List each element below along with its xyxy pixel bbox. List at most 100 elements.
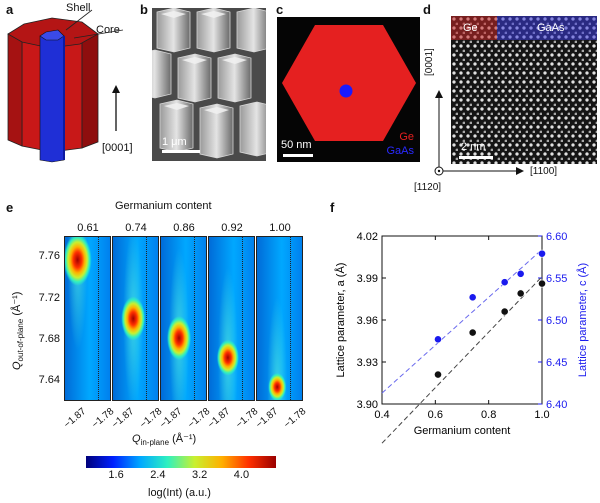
reference-line: [289, 237, 291, 400]
point-c: [468, 293, 477, 302]
rsm-xtick: −1.78: [233, 406, 261, 431]
content-label-0: 0.61: [77, 222, 99, 234]
rsm-xtick: −1.87: [158, 406, 185, 431]
reference-line: [193, 237, 195, 400]
axis-0001-label: [0001]: [424, 48, 435, 76]
reference-line: [241, 237, 243, 400]
rsm-xtick: −1.87: [206, 406, 233, 431]
rsm-content-labels: 0.61 0.74 0.86 0.92 1.00: [64, 222, 304, 236]
colorbar-ticks: 1.6 2.4 3.2 4.0: [86, 469, 276, 483]
fit-line-right: [381, 249, 543, 394]
panel-label-a: a: [6, 2, 14, 17]
x-tick-label: 0.4: [374, 409, 389, 421]
point-c: [516, 269, 525, 278]
y-tick-right-label: 6.50: [546, 315, 567, 327]
haadf-scale-bar: [459, 156, 493, 159]
colorbar-tick: 3.2: [192, 469, 208, 481]
content-label-2: 0.86: [173, 222, 195, 234]
direction-label: [0001]: [102, 142, 133, 154]
panel-label-b: b: [140, 2, 148, 17]
rsm-xlabel: Qin-plane (Å⁻¹): [132, 433, 197, 448]
panel-label-f: f: [330, 200, 335, 215]
point-c: [500, 278, 509, 287]
y-axis-left-label: Lattice parameter, a (Å): [334, 263, 347, 378]
y-tick-left-label: 3.99: [357, 273, 378, 285]
rsm-xtick: −1.78: [281, 406, 309, 431]
fit-line-left: [381, 276, 543, 444]
axis-1120-label: [1120]: [414, 182, 442, 193]
x-tick-label: 0.6: [428, 409, 443, 421]
point-a: [468, 328, 477, 337]
edx-scale-label: 50 nm: [281, 139, 312, 151]
y-tick-left-label: 4.02: [357, 231, 378, 243]
point-a: [516, 289, 525, 298]
rsm-xtick: −1.87: [254, 406, 281, 431]
content-label-1: 0.74: [125, 222, 147, 234]
rsm-maps: [64, 236, 304, 401]
y-tick-right-label: 6.55: [546, 273, 567, 285]
content-label-4: 1.00: [269, 222, 291, 234]
haadf-image: Ge GaAs 2 nm: [451, 16, 597, 164]
lattice-chart: 0.4 0.6 0.8 1.0 3.90 3.93 3.96 3.99 4.02 6.40 6.45…: [334, 231, 589, 444]
rsm-xtick: −1.87: [110, 406, 137, 431]
rsm-ytick: 7.68: [38, 332, 60, 345]
rsm-xtick: −1.87: [62, 406, 89, 431]
rsm-xaxis: −1.87 −1.78 −1.87 −1.78 −1.87 −1.78 −1.87 −1.78…: [62, 402, 308, 432]
point-c: [434, 335, 442, 344]
reference-line: [97, 237, 99, 400]
rsm-yaxis: 7.76 7.72 7.68 7.64: [20, 236, 62, 401]
rsm-ytick: 7.76: [38, 250, 60, 263]
colorbar-tick: 2.4: [150, 469, 166, 481]
gaas-region: [497, 16, 597, 40]
core-label: Core: [96, 24, 120, 36]
colorbar-tick: 1.6: [108, 469, 124, 481]
y-tick-left-label: 3.96: [357, 315, 378, 327]
rsm-ytick: 7.64: [38, 374, 60, 387]
reference-line: [145, 237, 147, 400]
point-c: [538, 249, 546, 258]
edx-scale-bar: [283, 154, 313, 157]
shell-label: Shell: [66, 2, 91, 14]
rsm-xtick: −1.78: [89, 406, 117, 431]
colorbar-label: log(Int) (a.u.): [148, 487, 211, 499]
rsm-map-4: [256, 236, 303, 401]
rsm-ytick: 7.72: [38, 291, 60, 304]
axis-1100-label: [1100]: [530, 166, 558, 177]
y-tick-right-label: 6.45: [546, 357, 567, 369]
ge-region: [451, 16, 497, 40]
legend-ge: Ge: [399, 131, 414, 143]
panel-label-c: c: [276, 2, 284, 17]
rsm-title: Germanium content: [115, 200, 212, 212]
y-tick-left-label: 3.93: [357, 357, 378, 369]
edx-map: 50 nm Ge GaAs: [277, 17, 420, 162]
haadf-scale-label: 2 nm: [461, 141, 486, 153]
sem-image: 1 μm: [152, 8, 266, 161]
y-tick-right-label: 6.40: [546, 399, 567, 411]
nanowire-schematic: [0, 0, 160, 170]
panel-label-d: d: [423, 2, 431, 17]
point-a: [434, 370, 442, 379]
x-tick-label: 1.0: [534, 409, 549, 421]
x-tick-label: 0.8: [481, 409, 496, 421]
point-a: [500, 307, 509, 316]
y-tick-right-label: 6.60: [546, 231, 567, 243]
y-axis-right-label: Lattice parameter, c (Å): [576, 263, 589, 377]
growth-arrow-icon: [112, 85, 120, 131]
panel-label-e: e: [6, 200, 14, 215]
panel-a-pointers: [65, 9, 124, 39]
region-ge-label: Ge: [463, 22, 478, 34]
content-label-3: 0.92: [221, 222, 243, 234]
rsm-xtick: −1.78: [137, 406, 165, 431]
plot-frame: [381, 235, 543, 405]
rsm-map-0: [64, 236, 111, 401]
rsm-xtick: −1.78: [185, 406, 213, 431]
legend-gaas: GaAs: [386, 145, 414, 157]
region-gaas-label: GaAs: [537, 22, 565, 34]
crystal-axes-icon: [434, 90, 524, 176]
rsm-map-1: [112, 236, 159, 401]
colorbar: [86, 456, 276, 468]
sem-scale-label: 1 μm: [162, 136, 187, 148]
colorbar-tick: 4.0: [233, 469, 250, 481]
sem-scale-bar: [162, 150, 200, 153]
rsm-ylabel: Qout-of-plane (Å⁻¹): [11, 291, 26, 370]
